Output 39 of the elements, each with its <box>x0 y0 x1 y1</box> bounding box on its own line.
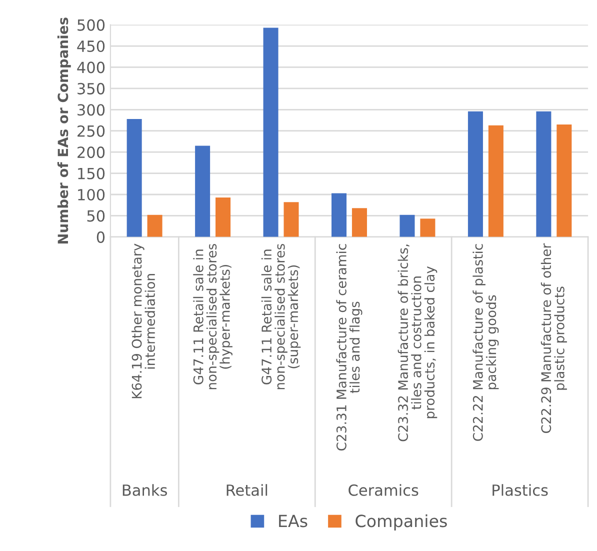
legend-label: EAs <box>279 514 308 528</box>
x-tick-label: G47.11 Retail sale in non-specialised stores (super-markets) <box>261 244 301 390</box>
y-tick-label: 500 <box>78 19 105 31</box>
bar <box>536 111 552 237</box>
bar <box>556 124 572 237</box>
bar <box>468 111 483 237</box>
y-tick-label: 400 <box>77 62 105 74</box>
text: Retail <box>226 484 268 496</box>
bar <box>352 208 367 237</box>
bar <box>263 28 278 237</box>
x-tick-label: C23.31 Manufacture of ceramic tiles and flags <box>336 244 362 450</box>
bar <box>216 197 231 237</box>
x-tick-label: C22.29 Manufacture of other plastic products <box>540 243 567 433</box>
y-tick-label: 300 <box>78 104 105 116</box>
bar <box>400 214 415 237</box>
bar <box>147 214 162 237</box>
x-tick-label: C23.32 Manufacture of bricks, tiles and costruction products, in baked clay <box>398 244 438 442</box>
x-tick-label: C22.22 Manufacture of plastic packing goods <box>472 244 499 441</box>
text: Plastics <box>492 484 548 496</box>
text: Banks <box>122 484 167 496</box>
y-tick-label: 0 <box>96 231 105 243</box>
bar <box>488 125 504 237</box>
y-tick-label: 450 <box>77 40 105 52</box>
y-tick-label: 50 <box>87 210 105 222</box>
y-tick-label: 150 <box>78 168 105 180</box>
x-tick-label: G47.11 Retail sale in non-specialised stores (hyper-markets) <box>193 244 232 390</box>
legend-label: Companies <box>356 514 447 530</box>
y-tick-label: 350 <box>78 82 105 94</box>
bar <box>420 218 436 237</box>
bar <box>195 146 210 237</box>
bar <box>126 118 142 237</box>
bar <box>332 193 347 237</box>
y-tick-label: 100 <box>78 188 105 201</box>
x-tick-label: K64.19 Other monetary intermediation <box>132 244 156 398</box>
bar <box>284 202 299 237</box>
y-axis-title: Number of EAs or Companies <box>57 18 71 244</box>
y-tick-label: 200 <box>78 146 105 158</box>
y-tick-label: 250 <box>78 125 105 137</box>
text: Ceramics <box>348 484 418 496</box>
